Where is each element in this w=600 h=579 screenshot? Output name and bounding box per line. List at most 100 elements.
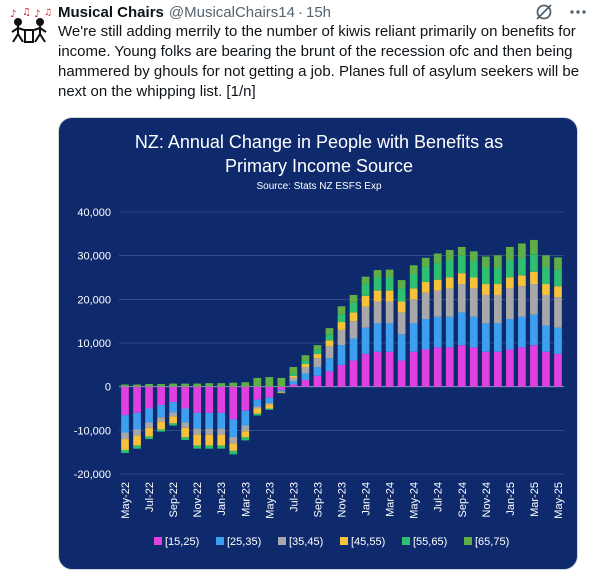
bar-segment	[554, 327, 562, 354]
bar-segment	[421, 266, 430, 282]
x-tick-label: Mar-25	[529, 482, 541, 517]
legend-swatch	[278, 537, 286, 545]
avatar[interactable]: ♪ ♫ ♪ ♫	[8, 6, 52, 46]
bar-segment	[229, 382, 238, 387]
bar-segment	[217, 386, 226, 413]
bar-segment	[506, 277, 514, 289]
chart-title-line1: NZ: Annual Change in People with Benefit…	[135, 132, 503, 152]
x-tick-label: Nov-24	[481, 482, 493, 517]
legend-swatch	[154, 537, 162, 545]
bar-segment	[554, 269, 562, 287]
bar-segment	[445, 277, 454, 289]
bar-segment	[193, 445, 202, 449]
bar-segment	[217, 428, 226, 435]
bar-segment	[506, 349, 514, 387]
bar-segment	[530, 239, 538, 255]
tweet-text: We're still adding merrily to the number…	[58, 23, 580, 100]
bar-segment	[481, 267, 490, 285]
bar-segment	[169, 386, 177, 402]
y-tick-label: 0	[105, 382, 111, 394]
svg-text:♪: ♪	[10, 9, 16, 20]
timestamp[interactable]: 15h	[305, 3, 332, 21]
bar-segment	[361, 353, 370, 387]
tweet-header: Musical Chairs @MusicalChairs14 · 15h	[58, 2, 588, 22]
bar-segment	[506, 246, 514, 261]
bar-segment	[397, 288, 406, 302]
bar-segment	[205, 383, 214, 387]
bar-segment	[409, 299, 418, 324]
bar-segment	[121, 386, 129, 416]
bar-segment	[121, 439, 129, 450]
bar-segment	[409, 274, 418, 289]
display-name[interactable]: Musical Chairs	[58, 3, 164, 21]
bar-segment	[481, 294, 490, 324]
x-tick-label: Nov-23	[337, 482, 349, 517]
bar-segment	[217, 412, 226, 429]
x-tick-label: Jul-24	[433, 482, 445, 512]
bar-segment	[289, 373, 298, 376]
x-tick-label: Jan-25	[505, 482, 517, 516]
bar-segment	[337, 345, 346, 365]
bar-segment	[361, 295, 370, 307]
bar-segment	[433, 290, 442, 317]
bar-segment	[217, 445, 226, 449]
bar-segment	[506, 318, 514, 350]
tweet-media-chart[interactable]: NZ: Annual Change in People with Benefit…	[58, 117, 578, 570]
bar-segment	[313, 367, 322, 376]
bar-segment	[253, 399, 262, 407]
bar-segment	[373, 351, 382, 387]
bar-segment	[337, 329, 346, 346]
bar-segment	[121, 432, 129, 440]
bar-segment	[421, 281, 430, 293]
more-options-icon[interactable]	[568, 2, 588, 22]
bar-segment	[337, 364, 346, 387]
bar-segment	[301, 360, 310, 364]
bar-segment	[397, 334, 406, 361]
bar-segment	[217, 383, 226, 387]
bar-segment	[229, 386, 238, 420]
bar-segment	[181, 437, 189, 440]
bar-segment	[205, 434, 214, 446]
bar-segment	[373, 301, 382, 324]
chart-svg: NZ: Annual Change in People with Benefit…	[74, 132, 565, 548]
bar-segment	[229, 450, 238, 455]
bar-segment	[530, 314, 538, 346]
grok-icon[interactable]	[534, 2, 554, 22]
bar-segment	[409, 351, 418, 387]
bar-segment	[542, 294, 550, 326]
bar-segment	[157, 386, 165, 406]
bar-segment	[133, 435, 141, 446]
bar-segment	[445, 347, 454, 387]
bar-segment	[397, 360, 406, 387]
x-tick-label: Mar-24	[385, 482, 397, 517]
bar-segment	[193, 428, 202, 435]
bar-segment	[241, 431, 250, 438]
legend-label: [15,25)	[165, 536, 199, 548]
bar-segment	[518, 257, 526, 276]
bar-segment	[325, 328, 334, 335]
bar-segment	[361, 327, 370, 354]
bar-segment	[494, 267, 502, 285]
bar-segment	[229, 436, 238, 444]
bar-segment	[385, 269, 394, 278]
bar-segment	[289, 377, 298, 381]
bar-segment	[169, 423, 177, 426]
bar-segment	[421, 349, 430, 387]
bar-segment	[169, 416, 177, 424]
bar-segment	[145, 408, 153, 423]
bar-segment	[181, 427, 189, 438]
chart-subtitle: Source: Stats NZ ESFS Exp	[256, 181, 381, 192]
bar-segment	[157, 429, 165, 432]
bar-segment	[301, 380, 310, 387]
bar-segment	[265, 408, 274, 410]
bar-segment	[277, 386, 286, 391]
bar-segment	[325, 340, 334, 347]
bar-segment	[518, 347, 526, 387]
bar-segment	[421, 257, 430, 267]
bar-segment	[373, 277, 382, 291]
bar-segment	[457, 345, 466, 387]
bar-segment	[193, 434, 202, 446]
bar-segment	[445, 288, 454, 317]
bar-segment	[542, 284, 550, 295]
user-handle[interactable]: @MusicalChairs14	[168, 3, 295, 21]
